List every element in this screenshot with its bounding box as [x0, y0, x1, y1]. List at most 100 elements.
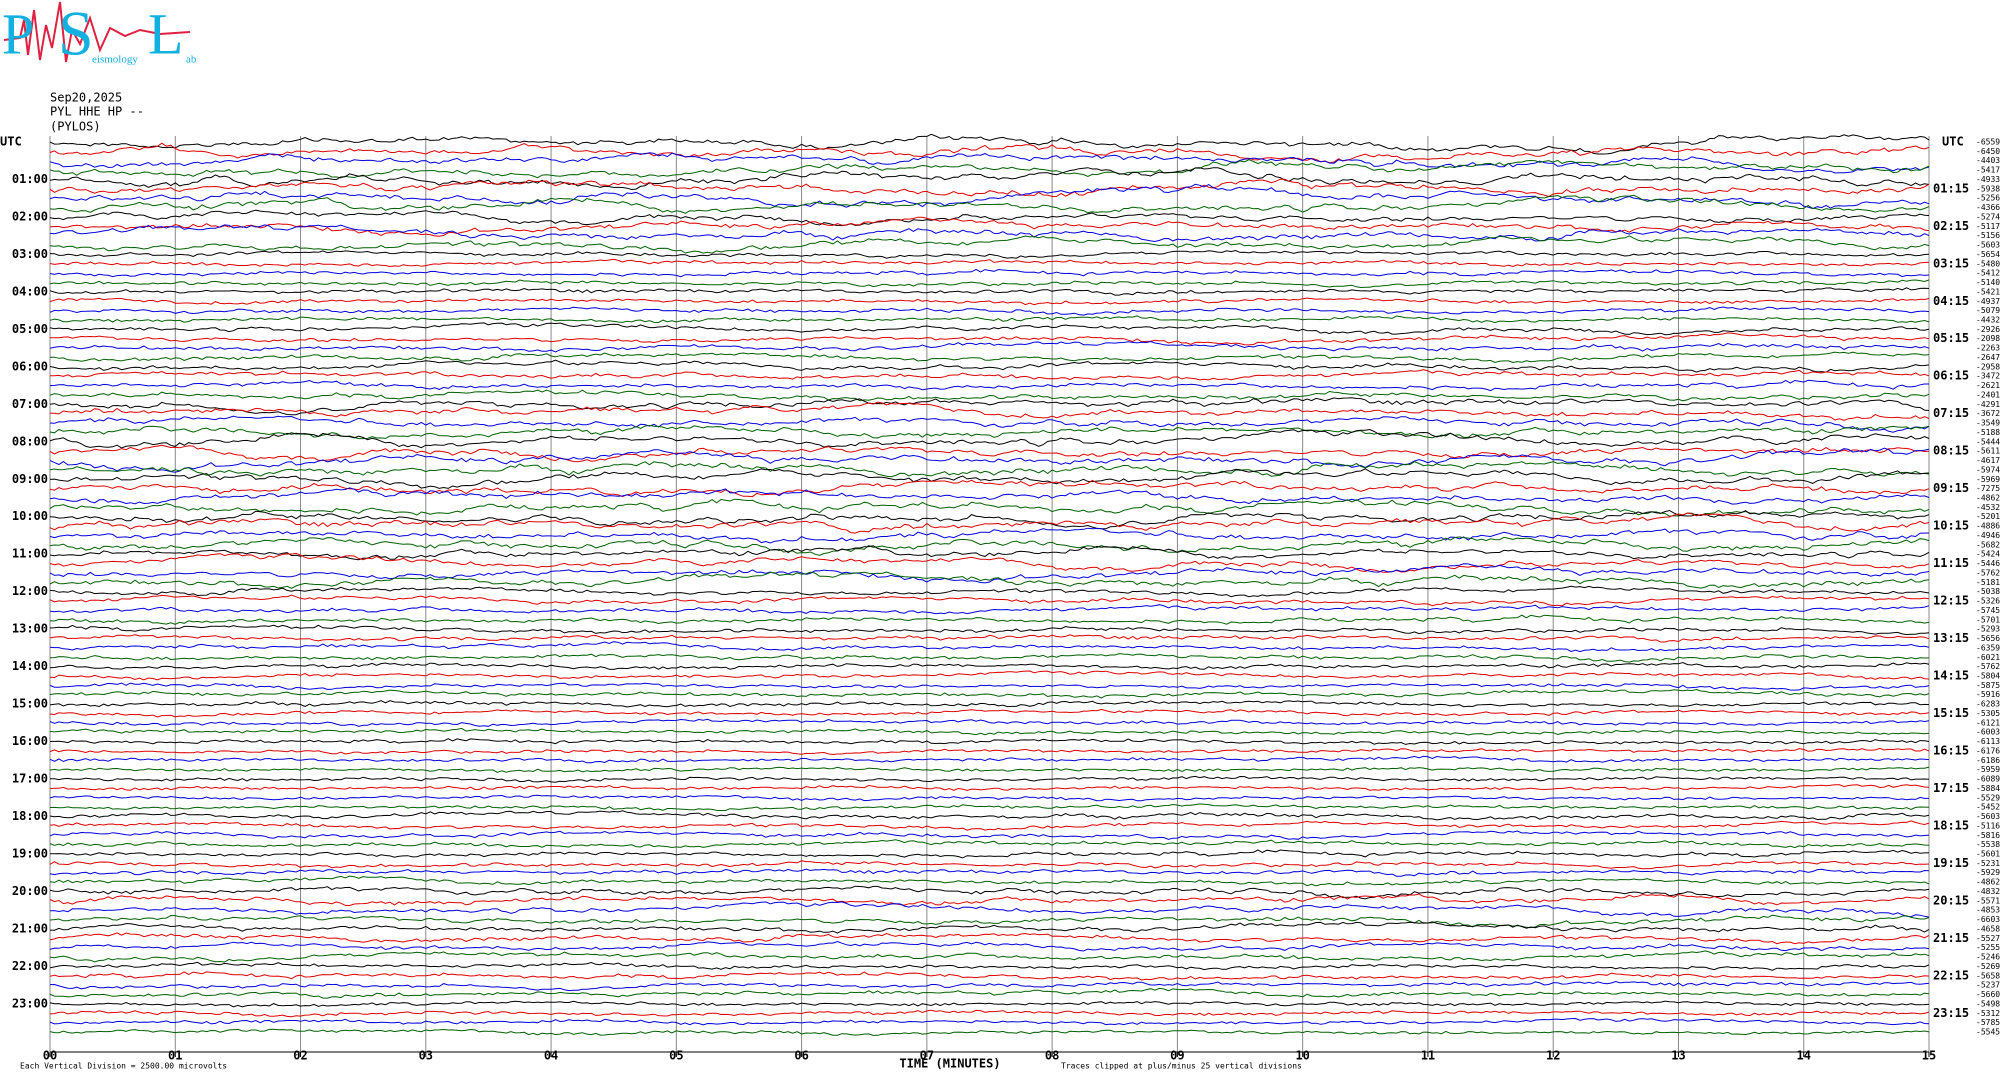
trace	[49, 860, 1930, 870]
x-tick-label: 10	[1295, 1049, 1309, 1063]
x-tick-label: 09	[1170, 1049, 1184, 1063]
trace	[49, 940, 1930, 952]
trace-offset: -6359	[1976, 643, 2000, 652]
trace-offset: -5421	[1976, 287, 2000, 296]
trace-offset: -6603	[1976, 915, 2000, 924]
time-label: 18:15	[1933, 818, 1969, 832]
trace-offset: -7275	[1976, 484, 2000, 493]
time-label: 01:15	[1933, 181, 1969, 195]
x-tick-label: 07	[920, 1049, 934, 1063]
logo-wave	[3, 1, 191, 63]
trace-offset: -6113	[1976, 737, 2000, 746]
time-label: 22:00	[12, 959, 48, 973]
time-label: 21:00	[12, 921, 48, 935]
time-label: 15:15	[1933, 706, 1969, 720]
trace	[49, 614, 1930, 625]
trace	[49, 444, 1930, 463]
trace	[49, 397, 1930, 416]
x-tick-label: 00	[43, 1049, 57, 1063]
trace-offset: -5038	[1976, 587, 2000, 596]
trace	[49, 820, 1930, 831]
trace	[49, 224, 1930, 243]
trace	[49, 178, 1930, 198]
trace-offset: -5785	[1976, 1018, 2000, 1027]
trace-offset: -5875	[1976, 681, 2000, 690]
trace	[49, 468, 1930, 489]
trace	[49, 1028, 1930, 1036]
trace-offset: -5326	[1976, 597, 2000, 606]
trace-offset: -5117	[1976, 222, 2000, 231]
trace-offset: -5682	[1976, 540, 2000, 549]
trace-offset: -4617	[1976, 456, 2000, 465]
trace	[49, 545, 1930, 561]
trace-offset: -5745	[1976, 606, 2000, 615]
trace	[49, 738, 1930, 745]
trace	[49, 901, 1930, 918]
trace-offset: -5601	[1976, 850, 2000, 859]
trace	[49, 258, 1930, 268]
trace-offset: -5762	[1976, 568, 2000, 577]
trace-offset: -5156	[1976, 231, 2000, 240]
trace	[49, 755, 1930, 764]
trace-offset: -5660	[1976, 990, 2000, 999]
time-label: 11:00	[12, 547, 48, 561]
trace	[49, 784, 1930, 791]
x-tick-label: 15	[1922, 1049, 1936, 1063]
time-label: 02:15	[1933, 219, 1969, 233]
time-label: 20:15	[1933, 893, 1969, 907]
trace-offset: -2098	[1976, 334, 2000, 343]
logo-letter: L	[148, 1, 183, 66]
trace	[49, 279, 1930, 289]
trace-offset: -5816	[1976, 831, 2000, 840]
trace	[49, 594, 1930, 607]
trace-offset: -6121	[1976, 718, 2000, 727]
trace-offset: -5654	[1976, 250, 2000, 259]
x-tick-label: 11	[1421, 1049, 1435, 1063]
trace	[49, 487, 1930, 505]
trace-offset: -5424	[1976, 550, 2000, 559]
trace	[49, 379, 1929, 392]
trace-offset: -5412	[1976, 269, 2000, 278]
trace	[49, 980, 1930, 992]
x-tick-label: 14	[1797, 1049, 1811, 1063]
x-tick-label: 13	[1671, 1049, 1685, 1063]
trace	[49, 971, 1930, 981]
trace	[49, 987, 1930, 999]
trace	[49, 389, 1930, 402]
time-label: 08:00	[12, 434, 48, 448]
trace	[49, 249, 1930, 259]
trace	[49, 159, 1930, 179]
trace-offset: -5305	[1976, 709, 2000, 718]
trace-offset: -5181	[1976, 578, 2000, 587]
trace	[49, 893, 1930, 907]
trace	[49, 359, 1930, 373]
trace	[49, 803, 1930, 811]
trace-offset: -5611	[1976, 447, 2000, 456]
trace	[49, 142, 1930, 164]
trace-offset: -5658	[1976, 971, 2000, 980]
title-line: PYL HHE HP --	[50, 105, 144, 119]
time-label: 23:00	[12, 996, 48, 1010]
trace	[49, 287, 1930, 296]
trace	[49, 194, 1930, 214]
trace	[49, 849, 1930, 859]
x-tick-label: 01	[168, 1049, 182, 1063]
trace	[49, 415, 1930, 433]
trace	[49, 297, 1930, 306]
trace-offset: -5762	[1976, 662, 2000, 671]
trace-offset: -4946	[1976, 531, 2000, 540]
trace-offset: -5116	[1976, 821, 2000, 830]
time-label: 07:00	[12, 397, 48, 411]
title-line: Sep20,2025	[50, 91, 122, 105]
trace-offset: -5444	[1976, 437, 2000, 446]
time-label: 18:00	[12, 809, 48, 823]
x-tick-label: 05	[669, 1049, 683, 1063]
trace-offset: -6021	[1976, 653, 2000, 662]
trace-offset: -5079	[1976, 306, 2000, 315]
trace	[49, 634, 1930, 643]
trace-offset: -4933	[1976, 175, 2000, 184]
trace-offset: -5140	[1976, 278, 2000, 287]
logo-text: eismology	[92, 54, 138, 66]
trace-offset: -5571	[1976, 896, 2000, 905]
